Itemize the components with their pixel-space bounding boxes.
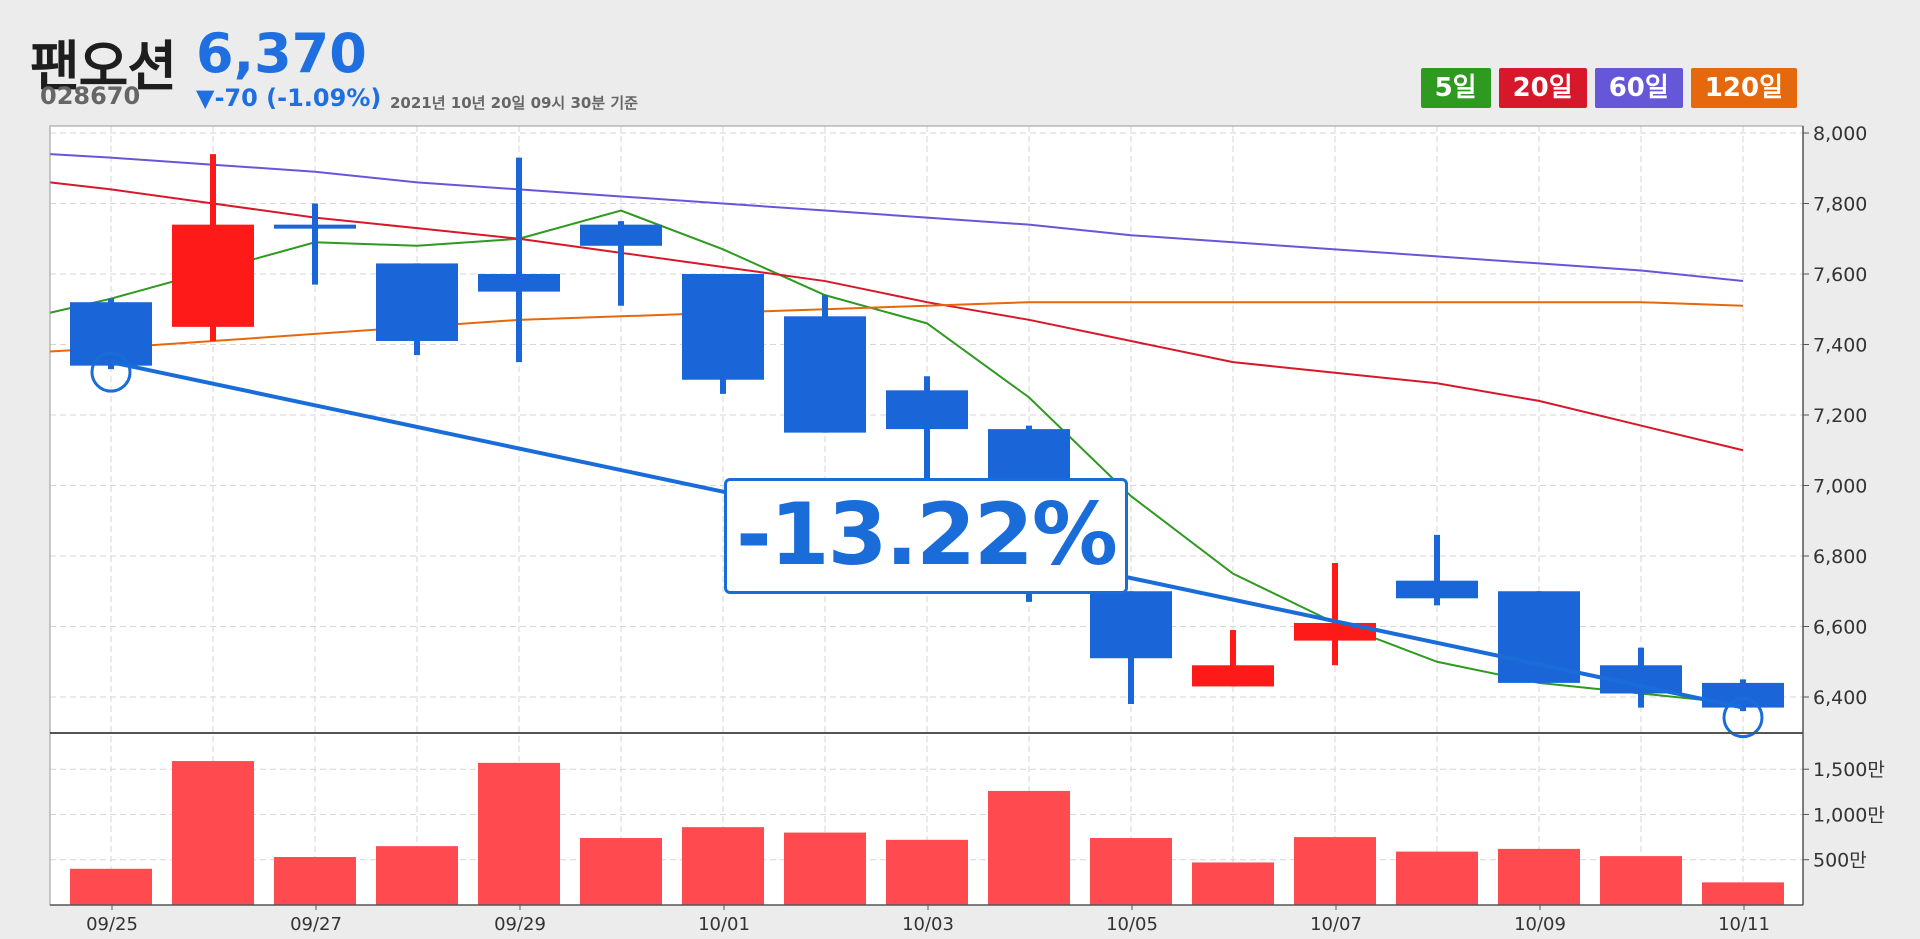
candle-body <box>886 390 968 430</box>
volume-bar <box>1294 837 1376 905</box>
candle-body <box>1090 591 1172 659</box>
price-tick-label: 8,000 <box>1813 123 1867 145</box>
candle-body <box>376 263 458 341</box>
x-tick-label: 10/11 <box>1718 914 1770 935</box>
candle-body <box>1192 665 1274 687</box>
price-tick-label: 7,800 <box>1813 194 1867 216</box>
legend-ma60[interactable]: 60일 <box>1594 68 1683 108</box>
volume-bar <box>1702 882 1784 905</box>
x-tick-label: 09/29 <box>494 914 546 935</box>
volume-bar <box>376 846 458 905</box>
volume-bar <box>1192 862 1274 905</box>
candle-body <box>1702 682 1784 708</box>
price-change: ▼-70 (-1.09%) <box>196 84 382 112</box>
candle-body <box>274 224 356 229</box>
stock-name: 팬오션 <box>30 35 177 98</box>
stock-header: 팬오션 6,370 028670 ▼-70 (-1.09%) 2021년 10년… <box>0 0 1920 120</box>
stock-price: 6,370 <box>196 22 367 85</box>
candle-body <box>478 274 560 292</box>
moving-average-line <box>49 181 1744 452</box>
volume-tick-label: 1,000만 <box>1813 804 1885 826</box>
candle-body <box>1396 580 1478 599</box>
moving-average-line <box>49 153 1744 283</box>
volume-tick-label: 1,500만 <box>1813 759 1885 781</box>
volume-tick-label: 500만 <box>1813 850 1867 872</box>
volume-bar <box>274 857 356 905</box>
trendline-end-marker <box>1722 697 1764 739</box>
x-tick-label: 09/27 <box>290 914 342 935</box>
volume-bar <box>886 839 968 905</box>
legend-ma20[interactable]: 20일 <box>1498 68 1587 108</box>
candle-body <box>784 316 866 433</box>
price-tick-label: 7,400 <box>1813 335 1867 357</box>
x-tick-label: 10/01 <box>698 914 750 935</box>
price-tick-label: 6,400 <box>1813 687 1867 709</box>
x-tick-label: 10/03 <box>902 914 954 935</box>
x-tick-label: 10/07 <box>1310 914 1362 935</box>
candle-body <box>580 224 662 246</box>
candle-body <box>682 274 764 380</box>
volume-bar <box>1090 838 1172 905</box>
volume-bar <box>682 827 764 905</box>
price-tick-label: 7,600 <box>1813 264 1867 286</box>
change-callout: -13.22% <box>724 478 1128 594</box>
volume-bar <box>580 838 662 905</box>
legend-ma120[interactable]: 120일 <box>1690 68 1797 108</box>
volume-bar <box>1498 848 1580 905</box>
moving-average-line <box>49 301 1744 353</box>
price-tick-label: 7,000 <box>1813 476 1867 498</box>
volume-bar <box>988 790 1070 905</box>
volume-bar <box>478 762 560 905</box>
volume-bar <box>70 868 152 905</box>
volume-bar <box>172 761 254 905</box>
candle-body <box>70 302 152 366</box>
x-tick-label: 10/09 <box>1514 914 1566 935</box>
stock-code: 028670 <box>40 82 141 110</box>
timestamp: 2021년 10년 20일 09시 30분 기준 <box>390 94 638 112</box>
price-tick-label: 6,600 <box>1813 617 1867 639</box>
x-tick-label: 10/05 <box>1106 914 1158 935</box>
candle-body <box>172 224 254 327</box>
candle-body <box>1498 591 1580 683</box>
volume-bar <box>1396 851 1478 905</box>
legend-ma5[interactable]: 5일 <box>1420 68 1491 108</box>
trendline-start-marker <box>90 351 132 393</box>
volume-bar <box>1600 856 1682 905</box>
price-tick-label: 7,200 <box>1813 405 1867 427</box>
moving-average-legend: 5일 20일 60일 120일 <box>1420 68 1797 108</box>
x-tick-label: 09/25 <box>86 914 138 935</box>
moving-average-line <box>49 209 1744 706</box>
volume-bar <box>784 832 866 905</box>
price-tick-label: 6,800 <box>1813 546 1867 568</box>
